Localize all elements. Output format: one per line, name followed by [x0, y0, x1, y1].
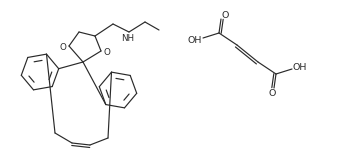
Text: OH: OH — [188, 35, 202, 45]
Text: OH: OH — [293, 62, 307, 71]
Text: O: O — [104, 47, 110, 56]
Text: O: O — [221, 11, 229, 19]
Text: O: O — [60, 43, 67, 52]
Text: NH: NH — [121, 34, 135, 43]
Text: O: O — [268, 88, 276, 97]
